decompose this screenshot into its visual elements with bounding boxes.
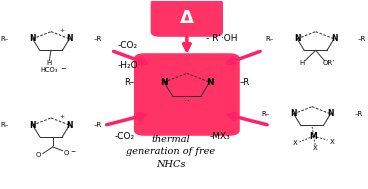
- Text: R–: R–: [261, 111, 270, 117]
- Text: R–: R–: [265, 36, 273, 42]
- Text: O: O: [36, 152, 41, 158]
- Text: N: N: [290, 109, 297, 118]
- Text: N: N: [294, 34, 300, 43]
- Text: N: N: [327, 109, 334, 118]
- Text: HCO₃: HCO₃: [40, 67, 58, 73]
- Text: X: X: [313, 145, 318, 151]
- Text: N: N: [29, 34, 36, 43]
- Text: thermal
generation of free
NHCs: thermal generation of free NHCs: [127, 135, 216, 169]
- Text: N: N: [29, 121, 36, 130]
- Text: –R: –R: [240, 78, 250, 87]
- Text: –R: –R: [93, 122, 102, 128]
- Text: −: −: [60, 66, 66, 71]
- Text: X: X: [329, 139, 334, 145]
- Text: Δ: Δ: [180, 9, 194, 27]
- Text: R–: R–: [124, 78, 134, 87]
- Text: –R: –R: [358, 36, 366, 42]
- Text: -H₂O: -H₂O: [118, 61, 139, 70]
- Text: X: X: [293, 140, 298, 146]
- Text: - R'·OH: - R'·OH: [206, 34, 238, 43]
- Text: -MX₃: -MX₃: [210, 132, 230, 141]
- Text: R–: R–: [0, 122, 8, 128]
- Text: H: H: [300, 60, 305, 66]
- Text: −: −: [71, 149, 76, 154]
- FancyBboxPatch shape: [134, 53, 240, 136]
- Text: N: N: [66, 121, 73, 130]
- Text: M: M: [309, 132, 317, 141]
- Text: N: N: [160, 78, 168, 87]
- Text: OR’: OR’: [323, 60, 335, 66]
- Text: -CO₂: -CO₂: [114, 132, 135, 141]
- Text: +: +: [59, 28, 64, 33]
- FancyBboxPatch shape: [151, 0, 223, 37]
- Text: ..: ..: [184, 93, 190, 103]
- Text: –R: –R: [93, 36, 102, 42]
- Text: O: O: [64, 149, 69, 156]
- Text: +: +: [59, 114, 64, 119]
- Text: R–: R–: [0, 36, 8, 42]
- Text: N: N: [331, 34, 337, 43]
- Text: H: H: [47, 60, 52, 66]
- Text: -CO₂: -CO₂: [118, 41, 138, 50]
- Text: –R: –R: [354, 111, 363, 117]
- Text: N: N: [66, 34, 73, 43]
- Text: N: N: [206, 78, 213, 87]
